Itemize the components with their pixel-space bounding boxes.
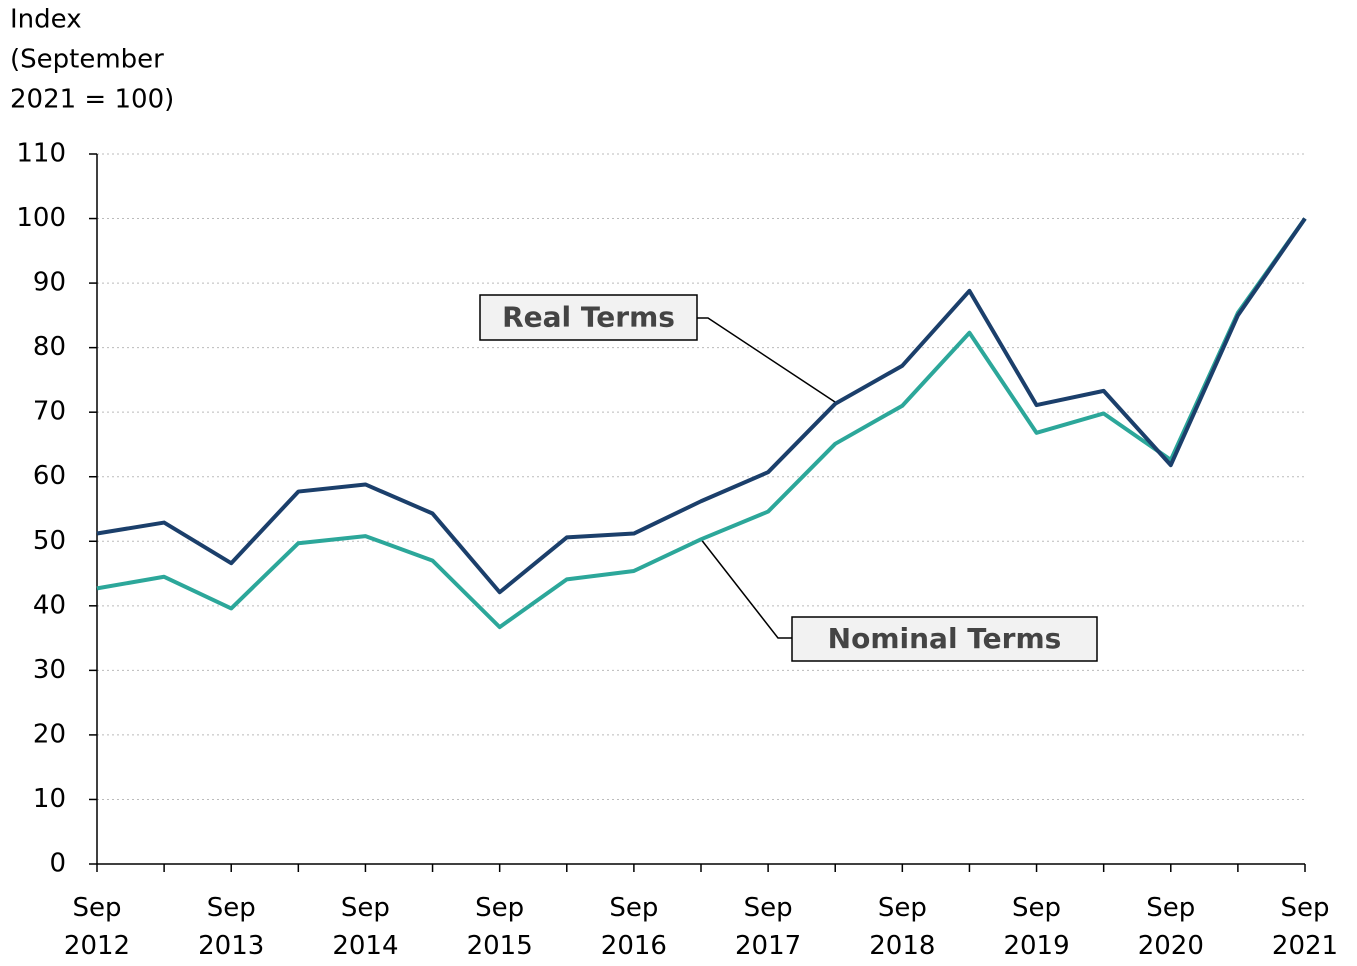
legend-label: Nominal Terms [828, 622, 1062, 655]
x-tick-label-line: 2019 [1003, 931, 1069, 961]
x-tick-label: Sep 2014 [332, 893, 398, 961]
leader-line [699, 537, 792, 639]
y-tick-label: 20 [33, 719, 66, 749]
series-line [96, 217, 1307, 595]
x-tick-label-line: Sep [878, 893, 927, 923]
y-tick-label: 60 [33, 461, 66, 491]
y-tick-label: 30 [33, 655, 66, 685]
legend-box [479, 294, 698, 341]
x-tick-label: Sep 2012 [64, 893, 130, 961]
x-tick-label-line: 2016 [601, 931, 667, 961]
y-tick-label: 100 [16, 203, 66, 233]
series-line [96, 217, 1307, 630]
x-tick-label: Sep 2018 [869, 893, 935, 961]
x-tick-label-line: Sep [341, 893, 390, 923]
x-tick-label: Sep 2021 [1272, 893, 1338, 961]
x-tick-label-line: Sep [609, 893, 658, 923]
legend-box [791, 616, 1098, 662]
x-tick-label-line: Sep [207, 893, 256, 923]
y-tick-label: 0 [49, 849, 66, 879]
y-axis-label: Index [10, 5, 82, 35]
x-tick-label-line: Sep [475, 893, 524, 923]
leader-line [697, 317, 836, 403]
x-tick-label-line: 2018 [869, 931, 935, 961]
legend-label: Real Terms [502, 301, 675, 334]
x-tick-label-line: Sep [744, 893, 793, 923]
y-tick-label: 40 [33, 590, 66, 620]
x-tick-label: Sep 2016 [601, 893, 667, 961]
y-tick-label: 70 [33, 397, 66, 427]
x-tick-label-line: 2015 [467, 931, 533, 961]
y-axis-label: 2021 = 100) [10, 85, 174, 115]
x-tick-label-line: Sep [1146, 893, 1195, 923]
x-tick-label-line: 2021 [1272, 931, 1338, 961]
x-tick-label-line: Sep [72, 893, 121, 923]
y-axis-label: (September [10, 45, 164, 75]
x-tick-label-line: Sep [1012, 893, 1061, 923]
x-tick-label-line: 2013 [198, 931, 264, 961]
x-tick-label: Sep 2017 [735, 893, 801, 961]
x-tick-label: Sep 2013 [198, 893, 264, 961]
x-tick-label: Sep 2020 [1138, 893, 1204, 961]
y-tick-label: 50 [33, 526, 66, 556]
y-tick-label: 10 [33, 784, 66, 814]
x-tick-label-line: 2012 [64, 931, 130, 961]
y-tick-label: 80 [33, 332, 66, 362]
x-tick-label: Sep 2019 [1003, 893, 1069, 961]
x-tick-label-line: Sep [1280, 893, 1329, 923]
x-tick-label-line: 2020 [1138, 931, 1204, 961]
x-tick-label-line: 2017 [735, 931, 801, 961]
x-tick-label: Sep 2015 [467, 893, 533, 961]
y-tick-label: 90 [33, 268, 66, 298]
y-tick-label: 110 [16, 139, 66, 169]
x-tick-label-line: 2014 [332, 931, 398, 961]
